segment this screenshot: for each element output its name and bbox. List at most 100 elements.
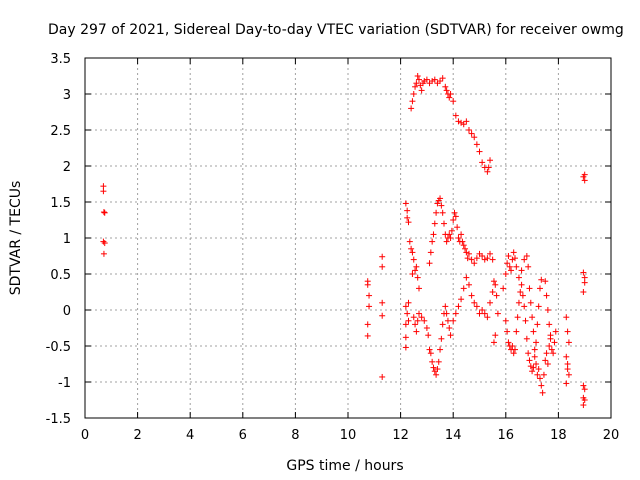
data-point <box>473 255 480 262</box>
data-point <box>580 269 587 276</box>
data-point <box>364 321 371 328</box>
y-tick-label: 2.5 <box>50 124 71 139</box>
data-point <box>542 357 549 364</box>
data-point <box>410 91 417 97</box>
data-point <box>521 256 528 263</box>
data-point <box>434 200 441 207</box>
data-point <box>101 240 108 247</box>
data-point <box>421 317 428 324</box>
data-point <box>412 267 419 274</box>
data-point <box>450 217 457 223</box>
data-point <box>490 339 497 346</box>
data-point <box>494 310 501 317</box>
data-point <box>484 314 491 321</box>
data-point <box>518 281 525 288</box>
data-point <box>405 299 412 306</box>
data-point <box>465 127 472 133</box>
data-point <box>473 141 480 148</box>
data-point <box>468 130 475 137</box>
data-point <box>408 245 415 252</box>
data-point <box>535 366 542 373</box>
data-point <box>471 299 478 306</box>
x-tick-label: 12 <box>392 428 409 443</box>
data-point <box>544 307 551 313</box>
data-point <box>508 267 515 274</box>
data-point <box>364 332 371 339</box>
y-tick-label: -1 <box>58 376 71 391</box>
data-point <box>444 317 451 324</box>
data-point <box>539 389 546 396</box>
data-point <box>506 263 513 270</box>
data-point <box>521 303 528 310</box>
data-point <box>487 250 494 257</box>
data-point <box>581 279 588 286</box>
data-point <box>468 256 475 263</box>
data-point <box>492 281 499 288</box>
data-point <box>538 382 545 389</box>
x-axis-label: GPS time / hours <box>286 458 403 474</box>
data-point <box>409 271 416 277</box>
data-point <box>430 364 437 371</box>
data-point <box>504 260 511 267</box>
data-point <box>462 245 469 252</box>
data-point <box>531 346 538 353</box>
data-point <box>450 98 457 105</box>
data-point <box>455 118 462 125</box>
y-axis-ticks: -1.5 -1 -0.5 0 0.5 1 1.5 2 2.5 3 3.5 <box>46 52 611 427</box>
data-point <box>565 371 572 378</box>
data-point <box>410 256 417 263</box>
data-point <box>414 274 421 281</box>
data-point <box>581 171 588 178</box>
x-tick-label: 14 <box>445 428 462 443</box>
y-tick-label: 0.5 <box>50 268 71 283</box>
data-point <box>446 325 453 331</box>
data-point <box>404 207 411 214</box>
plot-frame <box>84 57 612 419</box>
data-point <box>481 310 488 317</box>
data-point <box>416 285 423 292</box>
data-point <box>464 255 471 262</box>
data-point <box>100 238 107 245</box>
data-point <box>489 289 496 295</box>
data-point <box>458 231 465 238</box>
data-point <box>517 289 524 295</box>
data-point <box>410 314 417 321</box>
data-point <box>425 332 432 339</box>
data-point <box>542 278 549 285</box>
data-point <box>409 98 416 105</box>
x-axis-ticks: 0 2 4 6 8 10 12 14 16 18 20 <box>81 58 619 443</box>
data-point <box>439 75 446 82</box>
data-point <box>580 402 587 409</box>
data-point <box>580 382 587 389</box>
data-point <box>502 317 509 324</box>
data-point <box>548 346 555 353</box>
data-point <box>529 314 536 321</box>
data-point <box>538 276 545 283</box>
data-point <box>518 267 525 274</box>
x-tick-label: 8 <box>291 428 299 443</box>
data-point <box>366 292 373 299</box>
data-point <box>438 202 445 209</box>
data-point <box>509 343 516 349</box>
x-tick-label: 6 <box>239 428 247 443</box>
data-point <box>364 281 371 288</box>
data-point <box>543 292 550 299</box>
data-point <box>431 76 438 83</box>
data-point <box>452 310 459 317</box>
data-point <box>544 361 551 367</box>
data-point <box>531 353 538 360</box>
data-point <box>534 371 541 378</box>
data-point <box>100 183 107 190</box>
data-point <box>535 303 542 310</box>
data-point <box>427 350 434 357</box>
y-tick-label: 1.5 <box>50 196 71 211</box>
x-tick-label: 4 <box>186 428 194 443</box>
data-point <box>543 350 550 357</box>
data-point <box>581 274 588 281</box>
data-point <box>443 310 450 317</box>
y-tick-label: 3 <box>63 88 71 103</box>
data-point <box>493 292 500 299</box>
data-point <box>552 328 559 335</box>
data-point <box>534 321 541 328</box>
